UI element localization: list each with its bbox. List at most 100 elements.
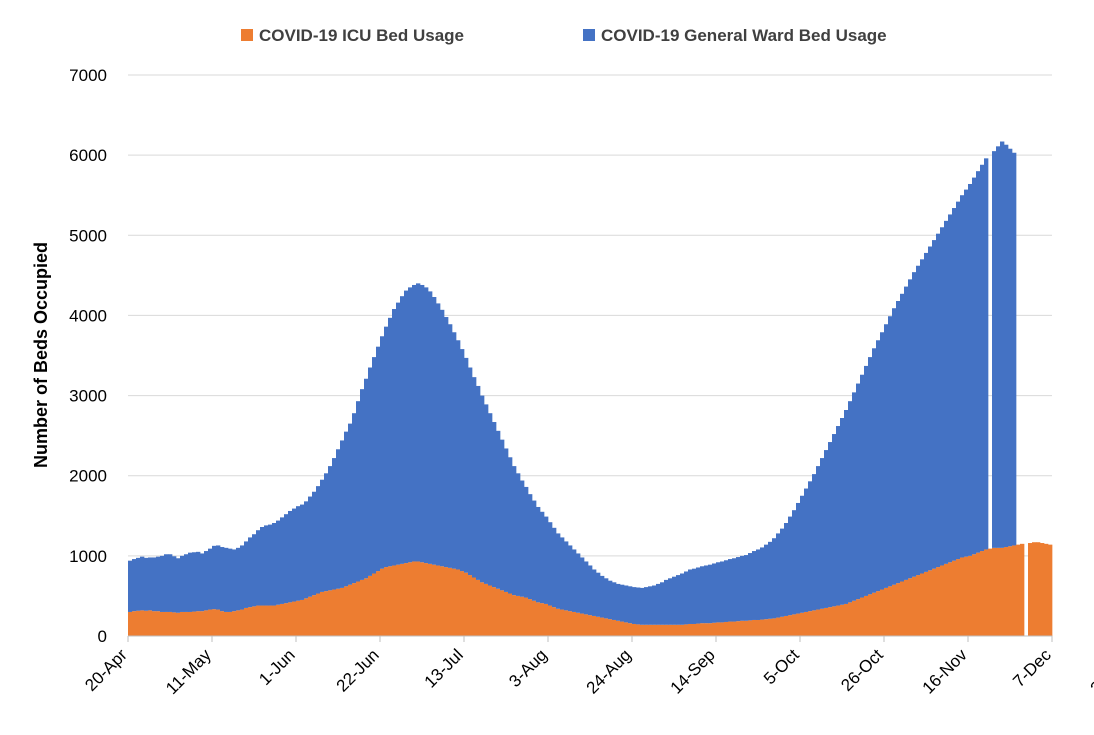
bar-ward	[256, 530, 261, 606]
bar-ward	[936, 233, 941, 568]
bar-icu	[940, 565, 945, 636]
bar-icu	[772, 618, 777, 636]
bar-ward	[768, 541, 773, 619]
bar-icu	[580, 613, 585, 636]
bar-ward	[696, 567, 701, 624]
x-tick-label: 16-Nov	[919, 645, 972, 698]
bar-ward	[660, 582, 665, 625]
bar-ward	[472, 377, 477, 578]
bar-icu	[272, 605, 277, 636]
bar-icu	[472, 577, 477, 636]
bar-icu	[684, 624, 689, 636]
x-tick-label: 14-Sep	[667, 645, 719, 697]
bar-icu	[860, 597, 865, 636]
bar-icu	[240, 609, 245, 636]
bar-icu	[1020, 543, 1025, 636]
bar-icu	[672, 624, 677, 636]
bar-icu	[788, 615, 793, 636]
bar-ward	[512, 466, 517, 596]
bar-ward	[900, 293, 905, 582]
bar-ward	[780, 528, 785, 617]
bar-icu	[920, 573, 925, 636]
bar-ward	[332, 458, 337, 590]
bar-icu	[896, 583, 901, 636]
bar-ward	[564, 541, 569, 611]
bar-ward	[584, 561, 589, 615]
bar-icu	[808, 611, 813, 636]
bar-icu	[360, 579, 365, 636]
y-tick-label: 3000	[69, 387, 107, 406]
bar-icu	[736, 621, 741, 636]
bar-icu	[328, 590, 333, 636]
bar-ward	[1008, 148, 1013, 547]
bar-icu	[164, 611, 169, 636]
bar-icu	[1016, 544, 1021, 636]
bar-ward	[268, 524, 273, 606]
bar-icu	[148, 610, 153, 636]
bar-ward	[424, 287, 429, 564]
bar-icu	[584, 614, 589, 636]
bar-icu	[960, 557, 965, 636]
bar-icu	[268, 605, 273, 636]
bar-ward	[176, 558, 181, 613]
bar-icu	[1044, 543, 1049, 636]
bar-ward	[144, 557, 149, 611]
bar-icu	[832, 606, 837, 636]
bar-icu	[392, 565, 397, 636]
bar-icu	[336, 588, 341, 636]
bar-icu	[424, 563, 429, 636]
bar-icu	[316, 593, 321, 636]
bar-ward	[928, 246, 933, 571]
bar-icu	[440, 566, 445, 636]
bar-icu	[664, 624, 669, 636]
bar-icu	[660, 624, 665, 636]
bar-ward	[164, 554, 169, 612]
bar-ward	[688, 569, 693, 624]
bar-ward	[436, 303, 441, 566]
bar-icu	[708, 623, 713, 636]
bar-ward	[576, 553, 581, 613]
bar-icu	[864, 595, 869, 636]
bar-icu	[608, 619, 613, 636]
bar-ward	[140, 556, 145, 611]
bar-icu	[388, 566, 393, 636]
bar-icu	[876, 591, 881, 636]
bar-ward	[404, 290, 409, 564]
bar-ward	[484, 404, 489, 584]
bar-ward	[188, 552, 193, 612]
bar-icu	[792, 614, 797, 636]
y-tick-label: 2000	[69, 467, 107, 486]
bar-icu	[988, 548, 993, 636]
bar-icu	[936, 567, 941, 636]
bar-ward	[976, 171, 981, 553]
bar-ward	[1004, 144, 1009, 548]
bar-ward	[708, 564, 713, 624]
bar-icu	[900, 581, 905, 636]
bar-icu	[280, 603, 285, 636]
bar-icu	[468, 575, 473, 636]
bar-icu	[844, 603, 849, 636]
bar-ward	[720, 561, 725, 623]
bar-icu	[560, 609, 565, 636]
bar-ward	[224, 547, 229, 612]
bar-ward	[280, 517, 285, 604]
bar-ward	[972, 177, 977, 555]
bar-icu	[748, 620, 753, 636]
bar-icu	[248, 607, 253, 636]
bar-ward	[960, 195, 965, 558]
bar-ward	[460, 349, 465, 572]
bar-ward	[288, 510, 293, 603]
bar-ward	[964, 189, 969, 557]
bar-icu	[732, 621, 737, 636]
bar-icu	[924, 571, 929, 636]
bar-ward	[748, 553, 753, 621]
bar-ward	[1012, 152, 1017, 546]
bar-icu	[972, 554, 977, 636]
bar-ward	[808, 481, 813, 612]
bar-ward	[884, 324, 889, 588]
bar-ward	[284, 514, 289, 604]
bar-icu	[252, 606, 257, 636]
bar-icu	[524, 597, 529, 636]
bar-ward	[956, 201, 961, 560]
bar-icu	[956, 559, 961, 636]
